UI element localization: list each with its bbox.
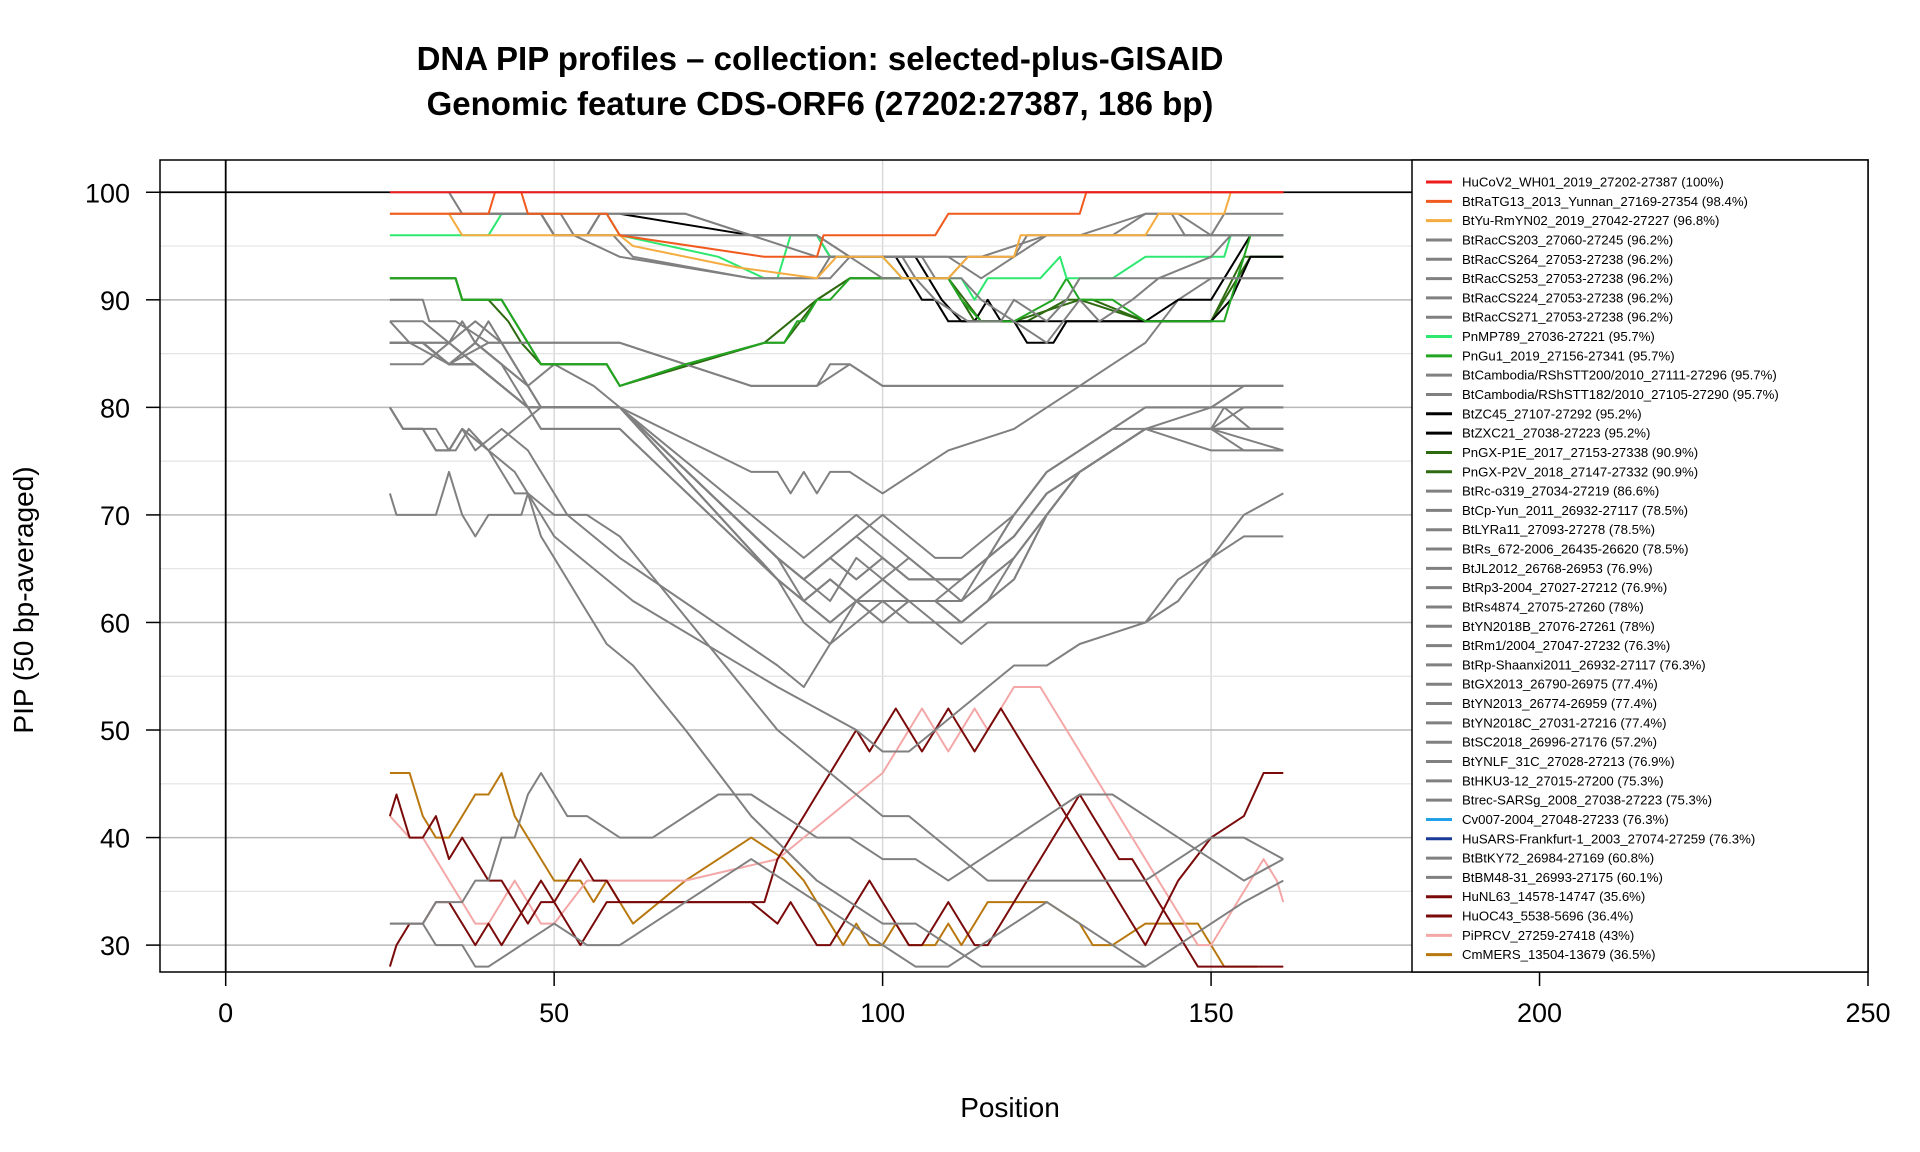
- x-axis-label: Position: [960, 1092, 1060, 1123]
- legend-entry: BtBtKY72_26984-27169 (60.8%): [1462, 851, 1654, 866]
- y-axis-ticks: 30 40 50 60 70 80 90 100: [85, 178, 160, 961]
- series-line: [389, 772, 1258, 968]
- legend-entry: BtJL2012_26768-26953 (76.9%): [1462, 561, 1653, 576]
- series-line: [389, 235, 1252, 387]
- x-tick-label: 100: [860, 998, 905, 1028]
- series-line: [388, 793, 1284, 968]
- series-lines: [388, 191, 1285, 968]
- legend-entry: BtRp-Shaanxi2011_26932-27117 (76.3%): [1462, 657, 1706, 672]
- chart-title: DNA PIP profiles – collection: selected-…: [417, 40, 1224, 77]
- chart-subtitle: Genomic feature CDS-ORF6 (27202:27387, 1…: [427, 85, 1214, 122]
- legend-entry: BtRs_672-2006_26435-26620 (78.5%): [1462, 542, 1689, 557]
- legend-entry: BtYN2018C_27031-27216 (77.4%): [1462, 715, 1667, 730]
- legend-entry: BtCambodia/RShSTT182/2010_27105-27290 (9…: [1462, 387, 1779, 402]
- legend-entry: Cv007-2004_27048-27233 (76.3%): [1462, 812, 1669, 827]
- legend-entry: BtHKU3-12_27015-27200 (75.3%): [1462, 773, 1664, 788]
- legend-entry: Btrec-SARSg_2008_27038-27223 (75.3%): [1462, 793, 1712, 808]
- legend-entry: HuSARS-Frankfurt-1_2003_27074-27259 (76.…: [1462, 831, 1755, 846]
- series-line: [389, 686, 1285, 947]
- legend-entry: BtSC2018_26996-27176 (57.2%): [1462, 735, 1657, 750]
- legend-entry: CmMERS_13504-13679 (36.5%): [1462, 947, 1656, 962]
- y-tick-label: 100: [85, 178, 130, 208]
- series-line: [389, 341, 1284, 624]
- legend-entry: BtRacCS224_27053-27238 (96.2%): [1462, 290, 1673, 305]
- series-line: [389, 277, 1284, 495]
- series-line: [389, 406, 1284, 688]
- legend: HuCoV2_WH01_2019_27202-27387 (100%) BtRaT…: [1426, 175, 1779, 962]
- series-line: [389, 320, 1284, 602]
- legend-entry: BtRacCS253_27053-27238 (96.2%): [1462, 271, 1673, 286]
- series-line: [389, 341, 1284, 624]
- series-line: [389, 298, 1284, 387]
- legend-entry: BtCambodia/RShSTT200/2010_27111-27296 (9…: [1462, 368, 1777, 383]
- x-tick-label: 250: [1845, 998, 1890, 1028]
- legend-entry: HuNL63_14578-14747 (35.6%): [1462, 889, 1645, 904]
- y-tick-label: 40: [100, 824, 130, 854]
- series-line: [389, 191, 1284, 280]
- legend-box: [1411, 159, 1869, 973]
- x-axis-ticks: 0 50 100 150 200 250: [218, 972, 1891, 1028]
- legend-entry: BtYN2018B_27076-27261 (78%): [1462, 619, 1655, 634]
- legend-entry: BtGX2013_26790-26975 (77.4%): [1462, 677, 1658, 692]
- legend-entry: PnGu1_2019_27156-27341 (95.7%): [1462, 348, 1675, 363]
- legend-entry: BtYN2013_26774-26959 (77.4%): [1462, 696, 1657, 711]
- legend-entry: BtYNLF_31C_27028-27213 (76.9%): [1462, 754, 1675, 769]
- x-tick-label: 150: [1189, 998, 1234, 1028]
- x-tick-label: 0: [218, 998, 233, 1028]
- legend-entry: BtRc-o319_27034-27219 (86.6%): [1462, 484, 1659, 499]
- x-tick-label: 50: [539, 998, 569, 1028]
- legend-entry: BtRaTG13_2013_Yunnan_27169-27354 (98.4%): [1462, 194, 1748, 209]
- x-tick-label: 200: [1517, 998, 1562, 1028]
- legend-entry: BtCp-Yun_2011_26932-27117 (78.5%): [1462, 503, 1688, 518]
- y-tick-label: 90: [100, 286, 130, 316]
- series-line: [449, 212, 1284, 323]
- legend-entry: PnGX-P1E_2017_27153-27338 (90.9%): [1462, 445, 1698, 460]
- legend-entry: BtRacCS271_27053-27238 (96.2%): [1462, 310, 1673, 325]
- series-line: [448, 191, 1284, 344]
- legend-entry: BtRacCS203_27060-27245 (96.2%): [1462, 232, 1673, 247]
- legend-entry: PiPRCV_27259-27418 (43%): [1462, 928, 1634, 943]
- series-line: [389, 384, 1284, 581]
- y-tick-label: 80: [100, 393, 130, 423]
- y-tick-label: 30: [100, 931, 130, 961]
- legend-entry: BtRs4874_27075-27260 (78%): [1462, 599, 1644, 614]
- legend-entry: PnMP789_27036-27221 (95.7%): [1462, 329, 1655, 344]
- y-tick-label: 60: [100, 608, 130, 638]
- legend-entry: BtRacCS264_27053-27238 (96.2%): [1462, 252, 1673, 267]
- y-tick-label: 50: [100, 716, 130, 746]
- legend-entry: HuCoV2_WH01_2019_27202-27387 (100%): [1462, 175, 1724, 190]
- series-line: [388, 470, 1146, 968]
- series-line: [389, 858, 1284, 968]
- legend-entry: BtZC45_27107-27292 (95.2%): [1462, 406, 1642, 421]
- legend-entry: BtRp3-2004_27027-27212 (76.9%): [1462, 580, 1667, 595]
- legend-entry: BtRm1/2004_27047-27232 (76.3%): [1462, 638, 1670, 653]
- legend-entry: BtYu-RmYN02_2019_27042-27227 (96.8%): [1462, 213, 1719, 228]
- legend-entry: BtLYRa11_27093-27278 (78.5%): [1462, 522, 1655, 537]
- series-line: [389, 406, 1284, 753]
- legend-entry: BtBM48-31_26993-27175 (60.1%): [1462, 870, 1663, 885]
- legend-entry: BtZXC21_27038-27223 (95.2%): [1462, 426, 1650, 441]
- y-axis-label: PIP (50 bp-averaged): [8, 466, 39, 733]
- series-line: [830, 255, 1284, 323]
- y-tick-label: 70: [100, 501, 130, 531]
- legend-entry: PnGX-P2V_2018_27147-27332 (90.9%): [1462, 464, 1698, 479]
- legend-entry: HuOC43_5538-5696 (36.4%): [1462, 909, 1634, 924]
- series-line: [389, 772, 1284, 925]
